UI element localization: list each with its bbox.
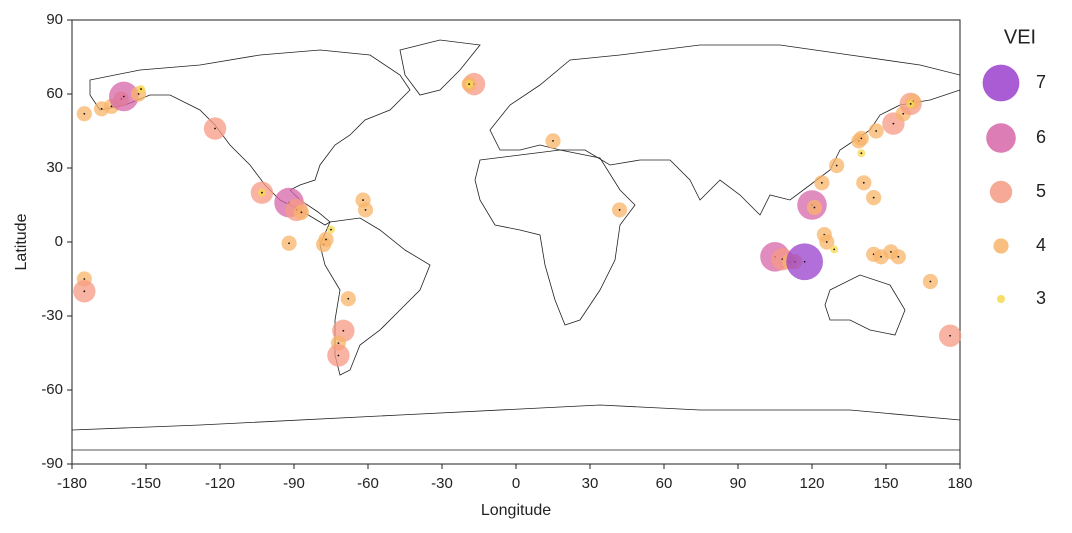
volcano-center: [337, 342, 340, 345]
volcano-center: [552, 139, 554, 142]
legend-marker: [986, 123, 1016, 153]
legend-label: 7: [1036, 72, 1046, 92]
y-tick-label: -90: [41, 455, 63, 472]
volcano-center: [880, 255, 882, 258]
volcano-center: [860, 137, 863, 140]
volcano-center: [364, 209, 367, 211]
coastlines: [71, 39, 961, 451]
volcano-center: [337, 354, 340, 357]
volcano-center: [110, 105, 113, 108]
volcano-center: [325, 238, 327, 241]
volcano-center: [618, 209, 621, 211]
volcano-center: [83, 278, 86, 280]
volcano-center: [100, 107, 103, 110]
y-tick-label: 90: [46, 11, 63, 28]
x-axis-label: Longitude: [481, 502, 551, 519]
y-tick-label: -30: [41, 307, 63, 324]
legend-label: 4: [1036, 235, 1046, 255]
volcano-center: [949, 334, 952, 337]
volcano-center: [872, 196, 875, 199]
volcano-center: [214, 127, 216, 130]
volcano-center: [468, 83, 471, 86]
volcano-center: [261, 191, 263, 194]
volcano-center: [833, 248, 836, 251]
volcano-center: [875, 130, 878, 132]
volcano-center: [813, 206, 816, 209]
volcano-center: [140, 88, 142, 90]
x-tick-label: 180: [947, 475, 972, 492]
volcano-center: [835, 164, 838, 167]
x-tick-label: 90: [730, 475, 747, 492]
y-tick-label: 0: [55, 233, 63, 250]
volcano-center: [288, 242, 290, 245]
coastline: [71, 404, 961, 451]
x-tick-label: 30: [582, 475, 599, 492]
volcano-center: [897, 255, 900, 258]
volcano-center: [137, 93, 140, 95]
x-tick-label: -150: [131, 475, 161, 492]
volcano-center: [83, 112, 86, 115]
volcano-center: [347, 297, 350, 300]
legend-marker: [997, 295, 1005, 303]
x-tick-label: -60: [357, 475, 379, 492]
volcano-center: [862, 181, 865, 184]
volcano-center: [929, 280, 932, 283]
y-axis-label: Latitude: [13, 213, 30, 270]
volcano-center: [820, 181, 823, 184]
volcano-center: [825, 241, 828, 243]
legend-label: 5: [1036, 181, 1046, 201]
x-tick-label: -180: [57, 475, 87, 492]
coastline: [824, 274, 906, 336]
volcano-center: [122, 95, 125, 98]
legend-label: 3: [1036, 288, 1046, 308]
volcano-center: [83, 290, 86, 293]
volcano-center: [890, 250, 892, 253]
y-tick-label: 30: [46, 159, 63, 176]
legend-marker: [993, 238, 1009, 254]
volcano-center: [860, 152, 863, 155]
volcano-center: [330, 228, 332, 231]
y-tick-label: 60: [46, 85, 63, 102]
legend-marker: [989, 180, 1013, 204]
volcano-center: [342, 329, 345, 332]
volcano-center: [362, 199, 364, 201]
volcano-center: [803, 260, 806, 263]
x-tick-label: -90: [283, 475, 305, 492]
x-tick-label: -120: [205, 475, 235, 492]
volcano-center: [892, 122, 895, 125]
legend-label: 6: [1036, 127, 1046, 147]
x-tick-label: 60: [656, 475, 673, 492]
coastline: [399, 39, 481, 96]
x-tick-label: 150: [873, 475, 898, 492]
legend-title: VEI: [1004, 26, 1036, 48]
y-tick-label: -60: [41, 381, 63, 398]
volcano-center: [300, 211, 303, 214]
volcano-center: [909, 102, 912, 105]
x-tick-label: 120: [799, 475, 824, 492]
x-tick-label: 0: [512, 475, 520, 492]
coastline: [319, 217, 431, 376]
volcano-center: [902, 112, 905, 115]
coastline: [474, 149, 636, 326]
legend-marker: [982, 64, 1020, 102]
x-tick-label: -30: [431, 475, 453, 492]
